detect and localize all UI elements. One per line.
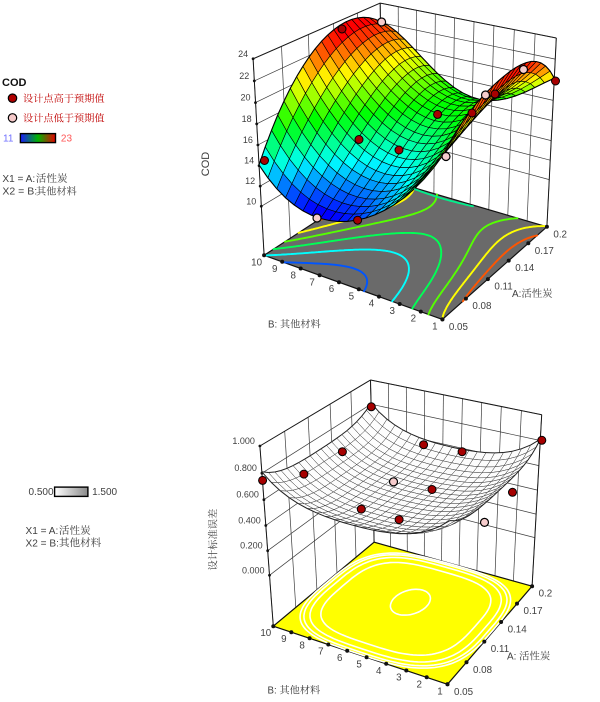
- svg-text:X1 = A:: X1 = A:: [2, 174, 35, 185]
- svg-text:0.800: 0.800: [234, 463, 257, 473]
- svg-text:6: 6: [337, 653, 343, 664]
- svg-text:4: 4: [369, 299, 375, 310]
- svg-text:0.600: 0.600: [236, 490, 259, 500]
- svg-text:24: 24: [238, 49, 248, 59]
- svg-text:7: 7: [318, 647, 323, 658]
- svg-text:20: 20: [240, 93, 250, 103]
- svg-text:0.11: 0.11: [494, 282, 512, 293]
- svg-text:A:: A:: [512, 289, 521, 300]
- svg-text:1: 1: [432, 321, 437, 332]
- svg-text:4: 4: [376, 666, 382, 677]
- svg-text:0.05: 0.05: [454, 687, 474, 698]
- svg-text:1: 1: [437, 686, 442, 697]
- svg-text:14: 14: [244, 156, 254, 166]
- svg-text:0.14: 0.14: [515, 263, 535, 274]
- svg-text:0.200: 0.200: [240, 541, 263, 551]
- svg-text:A:: A:: [507, 652, 516, 663]
- svg-text:B:: B:: [268, 320, 277, 331]
- svg-text:0.000: 0.000: [242, 565, 265, 575]
- svg-text:B:: B:: [268, 686, 277, 697]
- svg-text:0.2: 0.2: [553, 229, 567, 240]
- svg-text:X2 = B:: X2 = B:: [26, 538, 59, 549]
- svg-text:0.14: 0.14: [508, 625, 528, 636]
- svg-text:0.500: 0.500: [29, 487, 54, 498]
- svg-text:16: 16: [243, 135, 253, 145]
- svg-text:18: 18: [242, 114, 252, 124]
- svg-text:7: 7: [309, 277, 314, 288]
- svg-text:1.000: 1.000: [232, 436, 255, 446]
- svg-text:0.17: 0.17: [535, 246, 554, 257]
- svg-text:3: 3: [396, 673, 402, 684]
- svg-text:COD: COD: [200, 152, 212, 177]
- svg-text:10: 10: [246, 196, 256, 206]
- svg-text:0.2: 0.2: [539, 589, 553, 600]
- svg-text:COD: COD: [2, 77, 27, 89]
- svg-text:5: 5: [356, 659, 362, 670]
- svg-text:0.08: 0.08: [472, 301, 492, 312]
- svg-text:X1 = A:: X1 = A:: [26, 526, 59, 537]
- svg-text:0.05: 0.05: [449, 322, 469, 333]
- svg-text:9: 9: [272, 264, 277, 275]
- svg-text:0.08: 0.08: [473, 665, 493, 676]
- svg-text:1.500: 1.500: [92, 487, 117, 498]
- svg-text:5: 5: [349, 291, 355, 302]
- svg-text:0.11: 0.11: [491, 644, 509, 655]
- svg-text:22: 22: [239, 71, 249, 81]
- svg-text:10: 10: [251, 257, 262, 268]
- svg-text:6: 6: [329, 284, 335, 295]
- svg-text:2: 2: [416, 679, 421, 690]
- svg-text:11: 11: [3, 134, 14, 145]
- svg-text:0.400: 0.400: [238, 516, 261, 526]
- svg-text:9: 9: [281, 634, 286, 645]
- svg-text:23: 23: [61, 134, 73, 145]
- svg-text:3: 3: [389, 306, 395, 317]
- svg-text:2: 2: [411, 314, 416, 325]
- svg-text:8: 8: [299, 640, 305, 651]
- svg-text:10: 10: [260, 628, 271, 639]
- svg-text:X2 = B:: X2 = B:: [2, 186, 37, 198]
- svg-text:8: 8: [290, 271, 296, 282]
- svg-text:12: 12: [245, 176, 255, 186]
- svg-text:0.17: 0.17: [524, 606, 543, 617]
